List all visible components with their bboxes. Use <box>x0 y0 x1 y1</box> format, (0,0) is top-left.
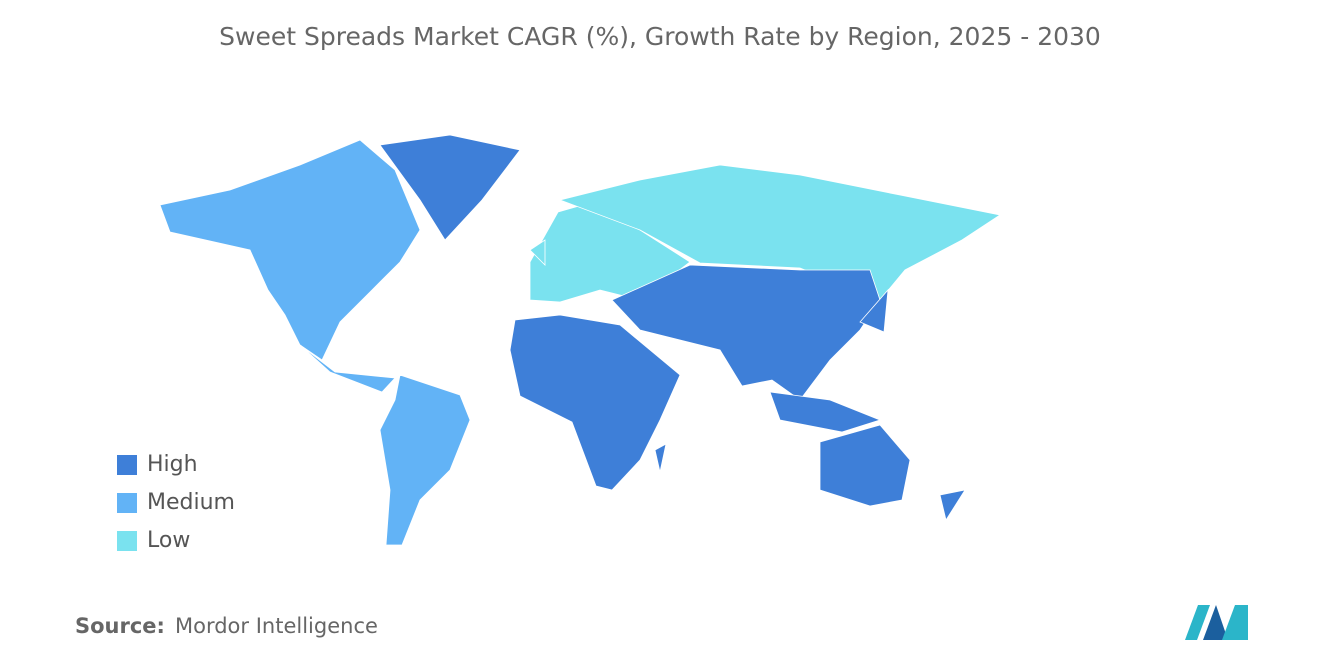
legend-swatch <box>117 531 137 551</box>
region <box>509 314 681 491</box>
legend-label: Medium <box>147 490 235 515</box>
logo <box>1185 605 1248 640</box>
region <box>654 443 667 473</box>
region <box>558 164 1002 301</box>
legend-swatch <box>117 455 137 475</box>
region <box>299 344 396 393</box>
region <box>529 199 691 303</box>
region <box>529 239 546 266</box>
source-label: Source: <box>75 614 165 638</box>
legend-label: Low <box>147 528 190 553</box>
region <box>379 134 521 241</box>
region <box>859 288 889 333</box>
legend-swatch <box>117 493 137 513</box>
region <box>819 424 911 507</box>
world-map <box>159 134 1002 546</box>
legend-label: High <box>147 452 198 477</box>
source-text: Mordor Intelligence <box>175 614 378 638</box>
region <box>939 489 966 522</box>
region <box>159 139 421 361</box>
region <box>379 374 471 546</box>
region <box>769 391 882 433</box>
region <box>611 264 881 401</box>
title: Sweet Spreads Market CAGR (%), Growth Ra… <box>219 22 1101 51</box>
legend: High Medium Low <box>117 452 235 553</box>
